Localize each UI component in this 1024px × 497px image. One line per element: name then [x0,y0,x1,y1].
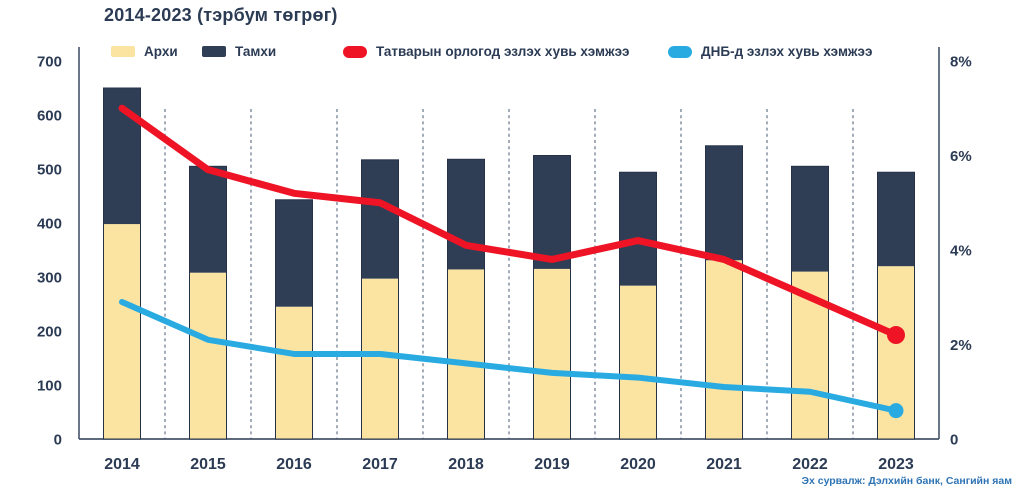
bar-arkhi-2019 [533,268,571,439]
tax-share-end-dot [887,326,905,345]
bar-outline-2014 [103,87,141,440]
left-axis-label-100: 100 [37,378,62,395]
bar-arkhi-2016 [275,306,313,439]
bar-tamkhi-2019 [533,155,571,269]
bar-arkhi-2020 [619,285,657,439]
left-axis-label-400: 400 [37,216,62,233]
left-axis-label-500: 500 [37,162,62,179]
x-axis-label-2020: 2020 [620,456,656,473]
right-axis-label-6pct: 6% [950,148,972,165]
x-axis-label-2021: 2021 [706,456,742,473]
left-axis-label-0: 0 [54,432,62,449]
legend-item-tamkhi: Тамхи [202,44,276,59]
x-axis-label-2016: 2016 [276,456,312,473]
x-axis-label-2014: 2014 [104,456,140,473]
bar-outline-2019 [533,155,571,440]
bar-outline-2016 [275,199,313,440]
legend-swatch-tax-line-icon [343,45,367,58]
left-axis-label-700: 700 [37,54,62,71]
chart-title: 2014-2023 (тэрбум төгрөг) [104,5,338,25]
bar-tamkhi-2022 [791,166,829,272]
bar-outline-2018 [447,158,485,440]
x-axis-label-2018: 2018 [448,456,484,473]
gdp-share-end-dot [888,403,904,419]
right-axis-label-4pct: 4% [950,243,972,260]
legend-swatch-gdp-line-icon [668,45,692,58]
x-axis-label-2023: 2023 [878,456,914,473]
bar-tamkhi-2023 [877,172,915,267]
right-axis-label-8pct: 8% [950,54,972,71]
bar-outline-2023 [877,171,915,440]
x-axis-label-2022: 2022 [792,456,828,473]
x-axis-label-2017: 2017 [362,456,398,473]
bar-tamkhi-2017 [361,159,399,279]
x-axis-label-2015: 2015 [190,456,226,473]
legend-label-arkhi: Архи [144,44,178,59]
bar-tamkhi-2015 [189,166,227,273]
left-axis-label-300: 300 [37,270,62,287]
bar-arkhi-2014 [103,224,141,439]
legend-label-tax-share: Татварын орлогод эзлэх хувь хэмжээ [376,44,630,59]
legend-swatch-arkhi-icon [111,46,135,57]
bar-arkhi-2017 [361,278,399,439]
right-axis-label-2pct: 2% [950,337,972,354]
left-axis-label-600: 600 [37,108,62,125]
bar-arkhi-2021 [705,260,743,439]
legend-swatch-tamkhi-icon [202,46,226,57]
left-axis-label-200: 200 [37,324,62,341]
source-note: Эх сурвалж: Дэлхийн банк, Сангийн яам [801,475,1013,487]
tax-share-line [118,104,900,339]
legend-label-gdp-share: ДНБ-д эзлэх хувь хэмжээ [701,44,873,59]
right-axis-label-0: 0 [950,432,958,449]
bar-outline-2021 [705,145,743,440]
bar-arkhi-2018 [447,269,485,439]
gdp-share-line [119,298,899,414]
bar-tamkhi-2020 [619,172,657,286]
bar-outline-2020 [619,171,657,440]
bar-tamkhi-2016 [275,199,313,307]
legend-item-tax-share: Татварын орлогод эзлэх хувь хэмжээ [343,44,630,59]
legend-item-arkhi: Архи [111,44,178,59]
bar-arkhi-2015 [189,272,227,439]
bar-tamkhi-2018 [447,159,485,270]
legend-label-tamkhi: Тамхи [235,44,277,59]
bar-outline-2017 [361,159,399,440]
legend-item-gdp-share: ДНБ-д эзлэх хувь хэмжээ [668,44,872,59]
bar-tamkhi-2021 [705,145,743,261]
x-axis-label-2019: 2019 [534,456,570,473]
